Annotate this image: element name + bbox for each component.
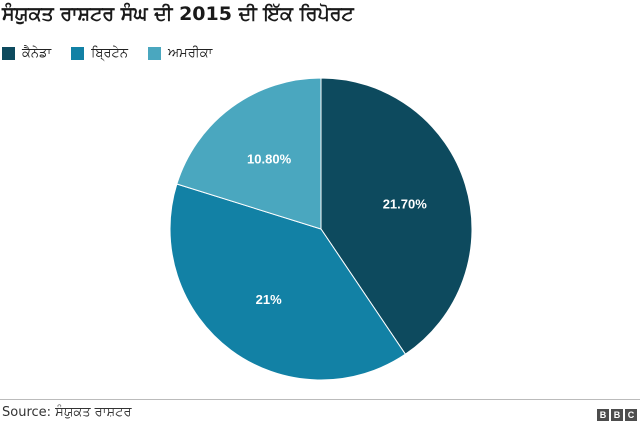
pie-slice-canada: [320, 77, 473, 355]
source-note: Source: ਸੰਯੁਕਤ ਰਾਸ਼ਟਰ: [2, 405, 132, 420]
legend-label-usa: ਅਮਰੀਕਾ: [168, 45, 213, 61]
pie-slice-usa: [176, 77, 322, 230]
bbc-logo: B B C: [595, 409, 637, 421]
data-label-canada: 21.70%: [383, 196, 428, 211]
pie-slice-britain: [169, 183, 407, 381]
bbc-logo-block: B: [611, 409, 623, 421]
data-label-britain: 21%: [256, 292, 282, 307]
bbc-logo-block: B: [597, 409, 609, 421]
footer-divider: [0, 399, 640, 400]
legend-swatch-usa: [148, 46, 161, 60]
pie-chart: 21.70% 21% 10.80%: [169, 77, 473, 381]
chart-title: ਸੰਯੁਕਤ ਰਾਸ਼ਟਰ ਸੰਘ ਦੀ 2015 ਦੀ ਇੱਕ ਰਿਪੋਰਟ: [2, 3, 354, 25]
legend-item-canada: ਕੈਨੇਡਾ: [2, 46, 51, 61]
legend-label-britain: ਬ੍ਰਿਟੇਨ: [91, 45, 128, 61]
bbc-logo-block: C: [625, 409, 637, 421]
legend-item-britain: ਬ੍ਰਿਟੇਨ: [71, 46, 128, 61]
legend-swatch-britain: [71, 46, 85, 60]
legend: ਕੈਨੇਡਾ ਬ੍ਰਿਟੇਨ ਅਮਰੀਕਾ: [2, 44, 232, 62]
legend-swatch-canada: [2, 46, 15, 60]
legend-item-usa: ਅਮਰੀਕਾ: [148, 46, 212, 61]
data-label-usa: 10.80%: [247, 151, 292, 166]
legend-label-canada: ਕੈਨੇਡਾ: [22, 45, 52, 61]
